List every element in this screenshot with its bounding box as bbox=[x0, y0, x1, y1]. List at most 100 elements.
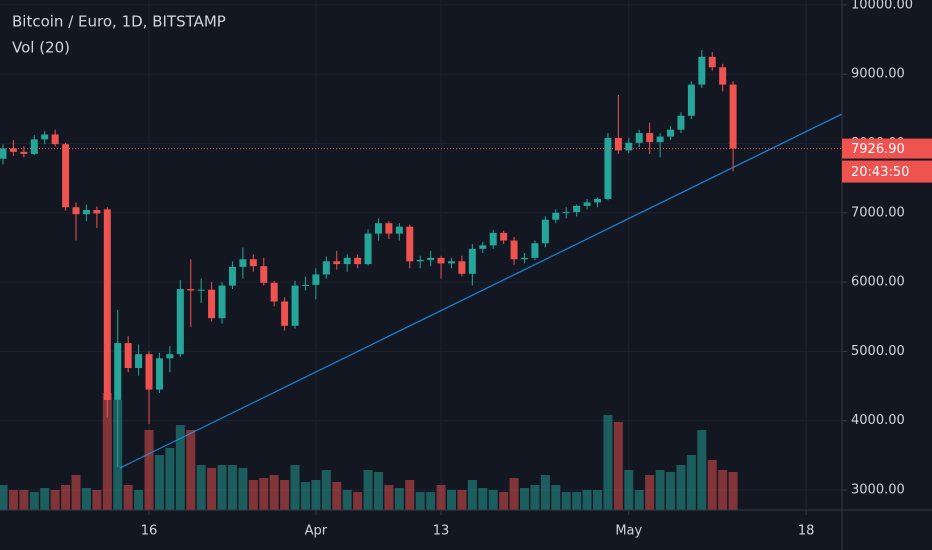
chart-title: Bitcoin / Euro, 1D, BITSTAMP bbox=[12, 13, 226, 31]
candle-body bbox=[416, 259, 424, 262]
volume-bar bbox=[405, 480, 415, 510]
volume-bar bbox=[603, 415, 613, 510]
volume-bar bbox=[478, 488, 488, 510]
candle-body bbox=[614, 137, 622, 151]
volume-bar bbox=[582, 490, 592, 510]
volume-bar bbox=[718, 470, 728, 510]
indicator-label: Vol (20) bbox=[12, 39, 70, 57]
volume-bar bbox=[467, 480, 477, 510]
volume-bar bbox=[238, 468, 248, 510]
candle-body bbox=[260, 266, 268, 283]
candle-body bbox=[458, 261, 466, 274]
candle-body bbox=[124, 343, 132, 369]
grid bbox=[0, 0, 842, 510]
candle-body bbox=[343, 257, 351, 265]
candle-body bbox=[374, 223, 382, 234]
candle-body bbox=[500, 232, 508, 241]
candle-body bbox=[719, 67, 727, 85]
volume-bar bbox=[530, 485, 540, 510]
candle-body bbox=[145, 354, 153, 390]
x-tick-label: 13 bbox=[433, 524, 450, 539]
volume-bar bbox=[509, 478, 519, 510]
candle-body bbox=[468, 248, 476, 274]
volume-bar bbox=[488, 490, 498, 510]
candle-body bbox=[667, 129, 675, 137]
volume-bar bbox=[280, 480, 290, 510]
candle-body bbox=[437, 257, 445, 264]
countdown-box bbox=[842, 160, 932, 183]
volume-bar bbox=[196, 465, 206, 510]
candle-body bbox=[197, 289, 205, 291]
volume-bar bbox=[353, 492, 363, 510]
x-tick-label: 18 bbox=[798, 524, 815, 539]
candle-body bbox=[479, 245, 487, 249]
candle-body bbox=[521, 257, 528, 260]
candle-body bbox=[62, 144, 70, 208]
candle-body bbox=[270, 282, 278, 302]
candle-body bbox=[364, 233, 372, 265]
volume-bar bbox=[457, 490, 467, 510]
y-tick-label: 6000.00 bbox=[851, 275, 905, 290]
volume-bar bbox=[540, 475, 550, 510]
volume-bar bbox=[154, 455, 164, 510]
volume-bar bbox=[207, 468, 217, 510]
volume-bar bbox=[290, 465, 300, 510]
volume-bar bbox=[29, 492, 39, 510]
volume-bar bbox=[415, 492, 425, 510]
volume-bar bbox=[666, 472, 676, 510]
countdown-label: 20:43:50 bbox=[851, 165, 909, 180]
last-price-label: 7926.90 bbox=[851, 142, 905, 157]
candle-body bbox=[291, 285, 299, 326]
y-tick-label: 4000.00 bbox=[851, 413, 905, 428]
volume-bar bbox=[499, 492, 509, 510]
candle-body bbox=[228, 266, 236, 286]
y-tick-label: 9000.00 bbox=[851, 67, 905, 82]
candle-body bbox=[604, 137, 612, 199]
volume-bar bbox=[655, 470, 665, 510]
candle-body bbox=[51, 134, 59, 145]
candle-body bbox=[635, 133, 643, 143]
candle-body bbox=[510, 240, 518, 260]
candle-body bbox=[708, 56, 716, 68]
volume-bar bbox=[728, 472, 738, 510]
volume-bar bbox=[71, 475, 81, 510]
candle-body bbox=[9, 148, 17, 152]
volume-bar bbox=[593, 490, 603, 510]
volume-bar bbox=[81, 488, 91, 510]
volume-bar bbox=[373, 472, 383, 510]
candle-body bbox=[82, 210, 90, 215]
candle-body bbox=[594, 198, 602, 203]
volume-bar bbox=[19, 490, 29, 510]
candle-body bbox=[427, 257, 435, 260]
volume-bar bbox=[175, 425, 185, 510]
x-tick-label: May bbox=[615, 524, 642, 539]
y-tick-label: 5000.00 bbox=[851, 344, 905, 359]
candle-body bbox=[583, 202, 591, 206]
volume-bar bbox=[102, 393, 112, 510]
volume-bar bbox=[394, 488, 404, 510]
volume-bar bbox=[227, 465, 237, 510]
volume-bar bbox=[248, 480, 258, 510]
y-tick-label: 7000.00 bbox=[851, 205, 905, 220]
candle-body bbox=[41, 134, 49, 140]
volume-bar bbox=[634, 490, 644, 510]
volume-bar bbox=[561, 492, 571, 510]
candle-body bbox=[187, 289, 195, 291]
volume-bar bbox=[707, 460, 717, 510]
candle-body bbox=[218, 285, 226, 319]
candle-body bbox=[573, 205, 581, 213]
volume-bar bbox=[50, 490, 60, 510]
volume-bar bbox=[259, 478, 269, 510]
candle-body bbox=[93, 210, 101, 214]
x-tick-label: Apr bbox=[305, 524, 328, 539]
candle-body bbox=[208, 289, 216, 319]
candle-body bbox=[625, 142, 633, 151]
volume-bar bbox=[686, 455, 696, 510]
last-price-box bbox=[842, 138, 932, 159]
axes: 3000.004000.005000.006000.007000.008000.… bbox=[141, 0, 932, 539]
candle-body bbox=[677, 115, 685, 130]
trend-line[interactable] bbox=[119, 113, 843, 469]
candle-body bbox=[20, 151, 28, 154]
